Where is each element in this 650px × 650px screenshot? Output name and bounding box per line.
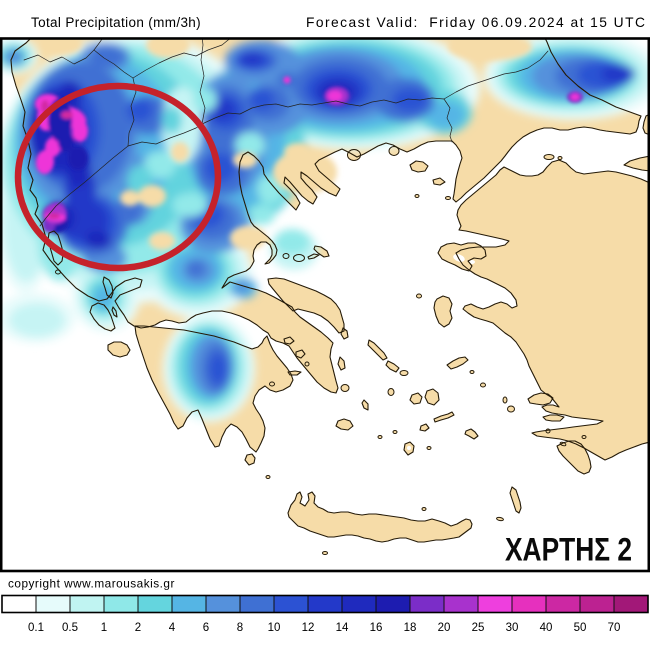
svg-text:ΧΑΡΤΗΣ 2: ΧΑΡΤΗΣ 2 [505,532,632,568]
svg-text:30: 30 [506,622,519,634]
svg-text:14: 14 [336,622,349,634]
svg-text:6: 6 [203,622,209,634]
svg-text:Total Precipitation (mm/3h): Total Precipitation (mm/3h) [31,15,201,30]
svg-text:20: 20 [438,622,451,634]
svg-text:40: 40 [540,622,553,634]
svg-text:18: 18 [404,622,417,634]
svg-text:50: 50 [574,622,587,634]
svg-text:12: 12 [302,622,315,634]
svg-text:10: 10 [268,622,281,634]
svg-text:8: 8 [237,622,243,634]
svg-text:4: 4 [169,622,176,634]
svg-text:2: 2 [135,622,141,634]
svg-text:16: 16 [370,622,383,634]
svg-text:0.1: 0.1 [28,622,44,634]
svg-text:1: 1 [101,622,107,634]
svg-text:Forecast Valid: Friday 06.09.: Forecast Valid: Friday 06.09.2024 at 15 … [306,15,646,30]
svg-text:25: 25 [472,622,485,634]
svg-text:0.5: 0.5 [62,622,78,634]
svg-text:70: 70 [608,622,621,634]
svg-text:copyright www.marousakis.gr: copyright www.marousakis.gr [8,577,175,591]
